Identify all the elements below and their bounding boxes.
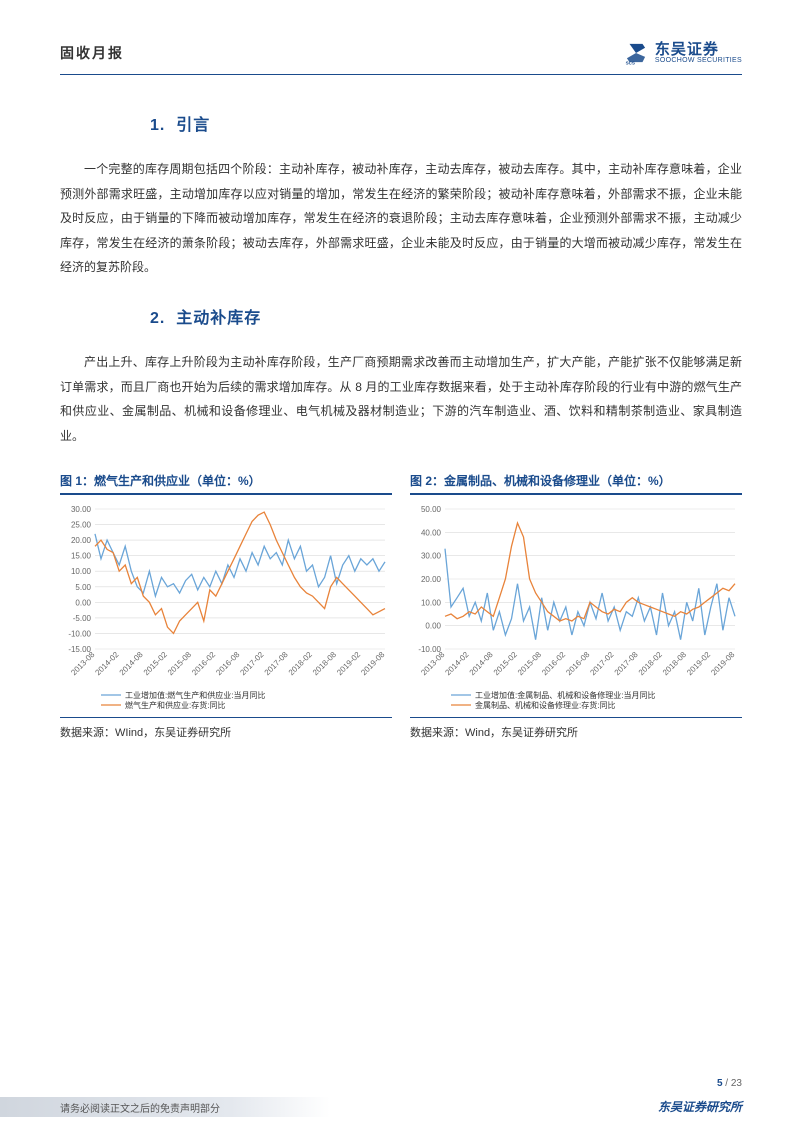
svg-text:金属制品、机械和设备修理业:存货:同比: 金属制品、机械和设备修理业:存货:同比 xyxy=(475,700,615,710)
chart-1: -15.00-10.00-5.000.005.0010.0015.0020.00… xyxy=(60,503,392,713)
svg-text:2018-08: 2018-08 xyxy=(311,650,339,678)
report-type: 固收月报 xyxy=(60,43,124,63)
chart-2-source: 数据来源：Wind，东吴证券研究所 xyxy=(410,724,742,740)
svg-text:2014-08: 2014-08 xyxy=(468,650,496,678)
svg-text:2019-08: 2019-08 xyxy=(709,650,737,678)
svg-text:2018-02: 2018-02 xyxy=(637,650,665,678)
svg-text:30.00: 30.00 xyxy=(421,552,442,561)
svg-text:2016-02: 2016-02 xyxy=(190,650,218,678)
svg-text:10.00: 10.00 xyxy=(421,598,442,607)
logo-icon: SCS xyxy=(623,40,649,66)
chart-1-block: 图 1：燃气生产和供应业（单位：%） -15.00-10.00-5.000.00… xyxy=(60,472,392,740)
footer-org: 东吴证券研究所 xyxy=(658,1098,742,1115)
svg-text:-10.00: -10.00 xyxy=(68,629,91,638)
svg-text:2017-08: 2017-08 xyxy=(613,650,641,678)
paragraph-2: 产出上升、库存上升阶段为主动补库存阶段，生产厂商预期需求改善而主动增加生产，扩大… xyxy=(60,350,742,448)
svg-text:50.00: 50.00 xyxy=(421,505,442,514)
svg-text:2015-02: 2015-02 xyxy=(492,650,520,678)
svg-text:2017-02: 2017-02 xyxy=(588,650,616,678)
footer-disclaimer: 请务必阅读正文之后的免责声明部分 xyxy=(0,1097,330,1117)
svg-text:2017-02: 2017-02 xyxy=(238,650,266,678)
section-1-heading: 1. 引言 xyxy=(150,111,742,135)
page-footer: 请务必阅读正文之后的免责声明部分 东吴证券研究所 xyxy=(0,1083,802,1133)
svg-text:工业增加值:金属制品、机械和设备修理业:当月同比: 工业增加值:金属制品、机械和设备修理业:当月同比 xyxy=(475,690,655,700)
svg-text:2018-08: 2018-08 xyxy=(661,650,689,678)
section-2-heading: 2. 主动补库存 xyxy=(150,304,742,328)
charts-row: 图 1：燃气生产和供应业（单位：%） -15.00-10.00-5.000.00… xyxy=(60,472,742,740)
company-logo: SCS 东吴证券 SOOCHOW SECURITIES xyxy=(623,40,742,66)
svg-text:2014-08: 2014-08 xyxy=(118,650,146,678)
logo-cn-text: 东吴证券 xyxy=(655,42,742,57)
svg-text:2016-02: 2016-02 xyxy=(540,650,568,678)
svg-text:2015-08: 2015-08 xyxy=(166,650,194,678)
svg-text:2016-08: 2016-08 xyxy=(214,650,242,678)
svg-text:0.00: 0.00 xyxy=(425,622,441,631)
paragraph-1: 一个完整的库存周期包括四个阶段：主动补库存，被动补库存，主动去库存，被动去库存。… xyxy=(60,157,742,280)
chart-2-title: 图 2：金属制品、机械和设备修理业（单位：%） xyxy=(410,472,742,489)
svg-text:2014-02: 2014-02 xyxy=(443,650,471,678)
chart-2-block: 图 2：金属制品、机械和设备修理业（单位：%） -10.000.0010.002… xyxy=(410,472,742,740)
svg-text:燃气生产和供应业:存货:同比: 燃气生产和供应业:存货:同比 xyxy=(125,700,225,710)
svg-text:2017-08: 2017-08 xyxy=(263,650,291,678)
chart-1-title: 图 1：燃气生产和供应业（单位：%） xyxy=(60,472,392,489)
svg-text:10.00: 10.00 xyxy=(71,567,92,576)
page-header: 固收月报 SCS 东吴证券 SOOCHOW SECURITIES xyxy=(60,40,742,75)
logo-en-text: SOOCHOW SECURITIES xyxy=(655,57,742,64)
svg-text:2019-02: 2019-02 xyxy=(685,650,713,678)
svg-text:30.00: 30.00 xyxy=(71,505,92,514)
svg-text:2014-02: 2014-02 xyxy=(93,650,121,678)
svg-text:-5.00: -5.00 xyxy=(73,614,92,623)
svg-text:2016-08: 2016-08 xyxy=(564,650,592,678)
svg-text:2018-02: 2018-02 xyxy=(287,650,315,678)
svg-text:40.00: 40.00 xyxy=(421,528,442,537)
svg-text:2019-02: 2019-02 xyxy=(335,650,363,678)
svg-text:2015-08: 2015-08 xyxy=(516,650,544,678)
svg-text:2015-02: 2015-02 xyxy=(142,650,170,678)
svg-text:2019-08: 2019-08 xyxy=(359,650,387,678)
svg-text:25.00: 25.00 xyxy=(71,520,92,529)
svg-text:0.00: 0.00 xyxy=(75,598,91,607)
chart-2: -10.000.0010.0020.0030.0040.0050.002013-… xyxy=(410,503,742,713)
svg-text:15.00: 15.00 xyxy=(71,552,92,561)
svg-text:20.00: 20.00 xyxy=(71,536,92,545)
svg-text:5.00: 5.00 xyxy=(75,583,91,592)
svg-text:20.00: 20.00 xyxy=(421,575,442,584)
svg-text:SCS: SCS xyxy=(626,61,635,66)
chart-1-source: 数据来源：WIind，东吴证券研究所 xyxy=(60,724,392,740)
svg-text:工业增加值:燃气生产和供应业:当月同比: 工业增加值:燃气生产和供应业:当月同比 xyxy=(125,690,265,700)
